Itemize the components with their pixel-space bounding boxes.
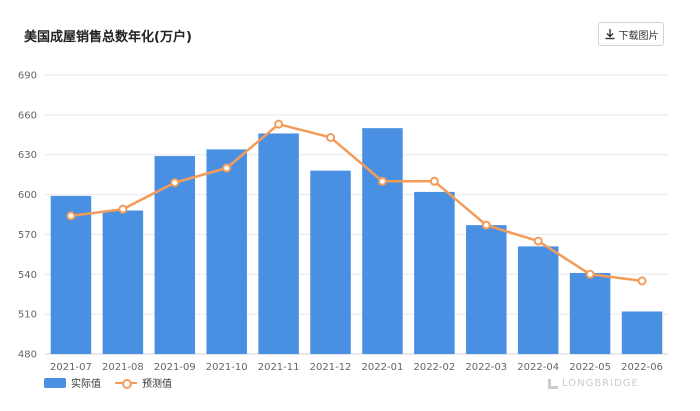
legend-label-actual: 实际值 — [71, 379, 101, 390]
forecast-point[interactable] — [274, 119, 284, 129]
bar-actual[interactable] — [362, 128, 403, 354]
forecast-point[interactable] — [637, 276, 647, 286]
download-image-button[interactable]: 下载图片 — [598, 22, 664, 46]
y-tick-label: 540 — [18, 270, 37, 281]
brand-mark-icon — [548, 378, 558, 389]
bar-actual[interactable] — [517, 246, 559, 354]
forecast-point[interactable] — [377, 176, 387, 186]
x-tick-label: 2021-08 — [102, 362, 144, 373]
forecast-point[interactable] — [170, 178, 180, 188]
x-tick-label: 2022-04 — [517, 362, 559, 373]
y-tick-label: 480 — [18, 350, 37, 361]
legend-item-forecast[interactable]: 预测值 — [115, 375, 172, 390]
forecast-point[interactable] — [429, 176, 439, 186]
y-tick-label: 570 — [18, 230, 37, 241]
bar-actual[interactable] — [102, 210, 144, 354]
y-tick-label: 600 — [18, 190, 37, 201]
legend-swatch-actual — [44, 377, 66, 388]
brand-logo: LONGBRIDGE — [548, 378, 639, 389]
forecast-point[interactable] — [66, 211, 76, 221]
y-tick-label: 690 — [18, 71, 37, 82]
x-tick-label: 2021-11 — [258, 362, 300, 373]
x-tick-label: 2022-03 — [465, 362, 507, 373]
bar-actual[interactable] — [310, 170, 351, 354]
bar-actual[interactable] — [50, 195, 92, 354]
forecast-point[interactable] — [585, 269, 595, 279]
forecast-point[interactable] — [222, 163, 232, 173]
forecast-point[interactable] — [326, 132, 336, 142]
legend: 实际值 预测值 — [44, 375, 172, 390]
legend-item-actual[interactable]: 实际值 — [44, 375, 101, 390]
forecast-point[interactable] — [118, 204, 128, 214]
x-tick-label: 2021-10 — [206, 362, 248, 373]
x-tick-label: 2022-06 — [621, 362, 663, 373]
forecast-point[interactable] — [533, 236, 543, 246]
x-tick-label: 2022-02 — [413, 362, 455, 373]
legend-label-forecast: 预测值 — [142, 379, 172, 390]
bar-actual[interactable] — [414, 191, 455, 354]
download-label: 下载图片 — [618, 30, 659, 42]
bar-actual[interactable] — [258, 133, 299, 354]
chart-title: 美国成屋销售总数年化(万户) — [24, 30, 192, 45]
brand-text: LONGBRIDGE — [562, 378, 639, 389]
forecast-line — [70, 122, 643, 283]
download-icon — [605, 29, 614, 40]
y-tick-label: 660 — [18, 110, 37, 121]
bar-actual[interactable] — [466, 225, 507, 354]
bar-actual[interactable] — [206, 149, 247, 354]
legend-swatch-forecast — [115, 378, 137, 389]
bar-actual[interactable] — [621, 311, 663, 354]
y-tick-label: 630 — [18, 150, 37, 161]
y-tick-label: 510 — [18, 310, 37, 321]
x-tick-label: 2021-12 — [310, 362, 352, 373]
x-tick-label: 2021-09 — [154, 362, 196, 373]
x-tick-label: 2021-07 — [50, 362, 92, 373]
x-tick-label: 2022-01 — [362, 362, 404, 373]
forecast-point[interactable] — [481, 220, 491, 230]
x-tick-label: 2022-05 — [569, 362, 611, 373]
bar-actual[interactable] — [569, 272, 611, 354]
